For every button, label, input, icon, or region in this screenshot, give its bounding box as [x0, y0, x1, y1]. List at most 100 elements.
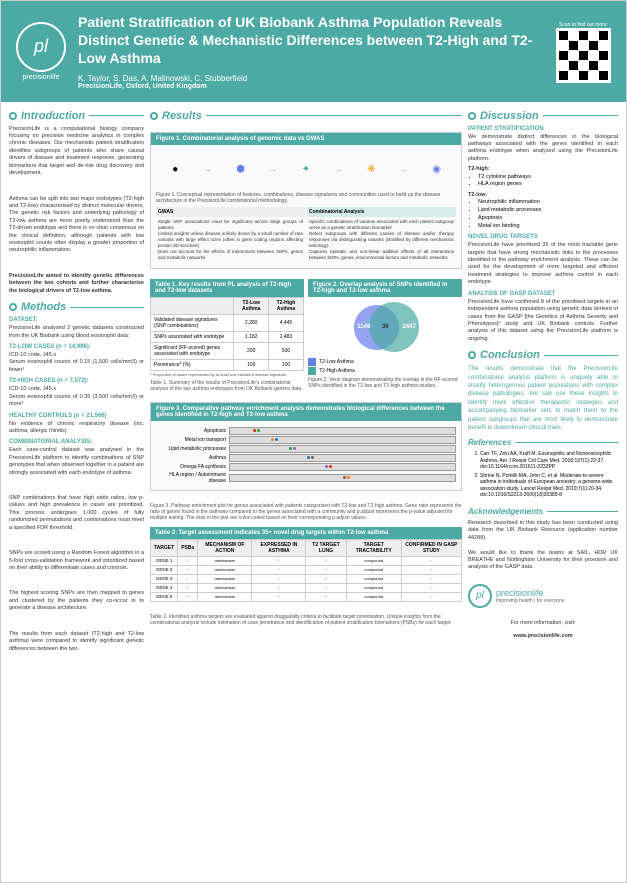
- footer-logo: pl precisionlife improving health | for …: [468, 584, 618, 608]
- node-icon: ●: [165, 160, 185, 180]
- cell: 200: [234, 343, 269, 360]
- healthy-head: HEALTHY CONTROLS (n = 21,566): [9, 413, 144, 419]
- conclusion-section: Conclusion The results demonstrate that …: [468, 349, 618, 432]
- cell: 2,260: [234, 315, 269, 332]
- ack-section: Acknowledgements Research described in t…: [468, 507, 618, 572]
- healthy-text: No evidence of chronic respiratory disea…: [9, 421, 144, 436]
- node-icon: ❋: [361, 160, 381, 180]
- disc-p2: PrecisionLife have prioritised 35 of the…: [468, 242, 618, 287]
- venn-left: 1146: [357, 324, 370, 330]
- bullet-icon: [9, 112, 17, 120]
- row-label: Validated disease signatures (SNP combin…: [151, 315, 234, 332]
- disc-h3: ANALYSIS OF GASP DATASET: [468, 291, 618, 297]
- intro-p2: Asthma can be split into two major endot…: [9, 196, 144, 255]
- venn-right: 2447: [402, 324, 415, 330]
- disc-h1: PATIENT STRATIFICATION: [468, 126, 618, 132]
- node-icon: ◉: [427, 160, 447, 180]
- venn-mid: 36: [382, 324, 389, 330]
- fig1-caption: Figure 1. Conceptual representation of f…: [156, 192, 456, 204]
- pathway-plot: ApoptosisMetal ion transportLipid metabo…: [151, 421, 461, 490]
- list-item: Apoptosis: [478, 215, 618, 223]
- comb-p4: The highest scoring SNPs are then mapped…: [9, 590, 144, 612]
- col-head: T2-High Asthma: [268, 298, 303, 315]
- disc-p1: We demonstrate distinct differences in t…: [468, 134, 618, 164]
- poster-body: Introduction PrecisionLife is a computat…: [1, 102, 626, 882]
- affiliation: PrecisionLife, Oxford, United Kingdom: [78, 83, 544, 90]
- footer-url: www.precisionlife.com: [468, 633, 618, 640]
- comb-head: COMBINATORIAL ANALYSIS:: [9, 439, 144, 445]
- logo-text: pl: [34, 36, 48, 57]
- cell: 4,445: [268, 315, 303, 332]
- tbl2-title: Table 2. Target assessment indicates 35+…: [150, 527, 462, 539]
- pathway-row: Lipid metabolic processes: [156, 445, 456, 453]
- methods-section: Methods DATASET: PrecisionLife analysed …: [9, 301, 144, 653]
- comb-p5: The results from each dataset (T2-high a…: [9, 631, 144, 653]
- logo-block: pl precisionlife: [16, 22, 66, 81]
- dataset-text: PrecisionLife analysed 2 genetic dataset…: [9, 325, 144, 340]
- legend-icon: [308, 358, 316, 366]
- pathway-row: Metal ion transport: [156, 436, 456, 444]
- figure-1: Figure 1. Combinatorial analysis of geno…: [150, 132, 462, 269]
- comb-p3: SNPs are scored using a Random Forest al…: [9, 550, 144, 572]
- comb-p1: Each case-control dataset was analysed i…: [9, 447, 144, 477]
- comb-text: Specific combinations of variants associ…: [307, 217, 456, 263]
- pathway-row: HLA region / Autoimmune disease: [156, 472, 456, 484]
- t2high-text: ICD-10 code, J45.x Serum eosinophil coun…: [9, 386, 144, 408]
- pathway-row: Asthma: [156, 454, 456, 462]
- footer-brand: precisionlife: [496, 588, 565, 598]
- ack-text: Research described in this study has bee…: [468, 520, 618, 572]
- refs-heading: References: [468, 438, 511, 447]
- tbl1-caption: Table 1. Summary of the results of Preci…: [150, 380, 304, 392]
- tbl1-title: Table 1. Key results from PL analysis of…: [150, 279, 304, 297]
- bullet-icon: [468, 112, 476, 120]
- list-item: HLA region genes: [478, 181, 618, 189]
- qr-code: [556, 28, 611, 83]
- footer-logo-icon: pl: [468, 584, 492, 608]
- legend-label: T2-Low Asthma: [319, 359, 354, 365]
- fig2-caption: Figure 2. Venn diagram demonstrating the…: [308, 377, 462, 389]
- comb-label: Combinatorial Analysis: [309, 209, 364, 215]
- legend-icon: [308, 367, 316, 375]
- disc-h2: NOVEL DRUG TARGETS: [468, 234, 618, 240]
- ref-item: Shrine N, Portelli MA, John C, et al. Mo…: [480, 473, 618, 499]
- ack-heading: Acknowledgements: [468, 507, 543, 516]
- t2h-label: T2-high:: [468, 166, 618, 173]
- t2low-head: T2-LOW CASES (n = 14,996):: [9, 344, 144, 350]
- t2l-label: T2-low:: [468, 192, 618, 199]
- cell: 500: [268, 343, 303, 360]
- bullet-icon: [468, 351, 476, 359]
- gwas-diagram: ●→ ⬢→ ✦→ ❋→ ◉: [156, 150, 456, 190]
- figure-2: Figure 2. Overlap analysis of SNPs ident…: [308, 279, 462, 392]
- t2low-text: ICD-10 code, J45.x Serum eosinophil coun…: [9, 352, 144, 374]
- t2high-head: T2-HIGH CASES (n = 7,072):: [9, 378, 144, 384]
- gwas-text: Single SNP associations must be signific…: [156, 217, 305, 263]
- qr-label: Scan to find out more:: [556, 22, 611, 28]
- venn-diagram: 1146 36 2447: [308, 297, 462, 357]
- poster: pl precisionlife Patient Stratification …: [0, 0, 627, 883]
- list-item: Lipid metabolic processes: [478, 207, 618, 215]
- list-item: T2 cytokine pathways: [478, 174, 618, 182]
- results-heading: Results: [162, 110, 202, 122]
- cell: 1,182: [234, 332, 269, 343]
- ref-item: Carr TF, Zeki AA, Kraft M. Eosinophilic …: [480, 451, 618, 471]
- intro-heading: Introduction: [21, 110, 85, 122]
- authors: K. Taylor, S. Das, A. Malinowski, C. Stu…: [78, 74, 544, 83]
- references-section: References Carr TF, Zeki AA, Kraft M. Eo…: [468, 438, 618, 501]
- bullet-icon: [150, 112, 158, 120]
- row-label: Penetrance* (%): [151, 360, 234, 371]
- column-center: Results Figure 1. Combinatorial analysis…: [150, 110, 462, 874]
- disc-p3: PrecisionLife have confirmed 8 of the pr…: [468, 299, 618, 344]
- intro-section: Introduction PrecisionLife is a computat…: [9, 110, 144, 296]
- fig2-title: Figure 2. Overlap analysis of SNPs ident…: [308, 279, 462, 297]
- conclusion-text: The results demonstrate that the Precisi…: [468, 365, 618, 432]
- bullet-icon: [9, 303, 17, 311]
- fig1-title: Figure 1. Combinatorial analysis of geno…: [151, 133, 461, 145]
- logo-circle: pl: [16, 22, 66, 72]
- intro-p3: PrecisionLife aimed to identify genetic …: [9, 273, 144, 295]
- cell: 100: [268, 360, 303, 371]
- tbl2-caption: Table 2. Identified asthma targets are e…: [150, 614, 462, 626]
- node-icon: ✦: [296, 160, 316, 180]
- header: pl precisionlife Patient Stratification …: [1, 1, 626, 102]
- discussion-heading: Discussion: [480, 110, 539, 122]
- list-item: Metal ion binding: [478, 223, 618, 231]
